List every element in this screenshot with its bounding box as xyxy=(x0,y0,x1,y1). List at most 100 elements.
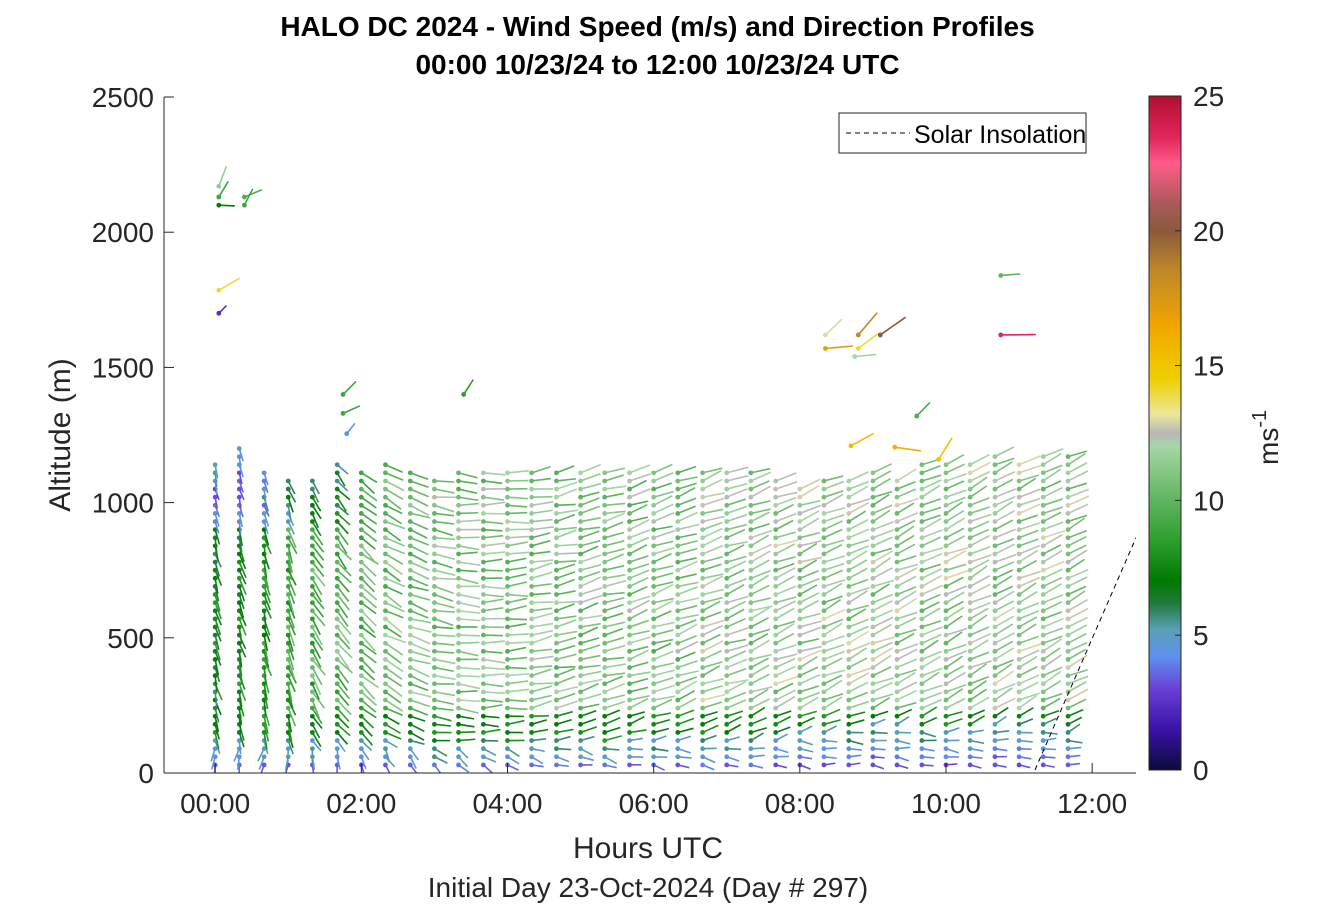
wind-barb xyxy=(554,692,576,703)
barb-dot xyxy=(992,697,998,703)
wind-barb xyxy=(529,648,553,654)
wind-barb xyxy=(773,657,796,670)
barb-dot xyxy=(334,624,340,630)
barb-dot xyxy=(870,502,876,508)
wind-barb xyxy=(821,490,844,500)
barb-shaft xyxy=(1067,535,1087,547)
barb-dot xyxy=(554,600,559,606)
barb-shaft xyxy=(531,562,553,571)
wind-barb xyxy=(700,693,726,703)
barb-shaft xyxy=(336,537,348,555)
wind-barb xyxy=(700,684,723,695)
barb-shaft xyxy=(385,723,401,734)
barb-dot xyxy=(943,697,949,703)
wind-barb xyxy=(821,475,844,484)
barb-dot xyxy=(578,640,583,646)
barb-dot xyxy=(992,648,998,654)
barb-shaft xyxy=(214,675,218,692)
barb-dot xyxy=(724,762,730,768)
barb-shaft xyxy=(823,520,843,531)
wind-barb xyxy=(894,519,916,533)
wind-barb xyxy=(480,704,503,711)
wind-barb xyxy=(358,559,377,577)
wind-barb xyxy=(846,657,868,670)
barb-shaft xyxy=(434,715,452,722)
barb-shaft xyxy=(580,654,601,661)
wind-barb xyxy=(748,653,772,662)
barb-dot xyxy=(675,762,681,768)
barb-shaft xyxy=(854,353,877,358)
wind-barb xyxy=(212,616,222,636)
barb-dot xyxy=(505,673,510,679)
barb-shaft xyxy=(604,675,623,685)
wind-barb xyxy=(432,494,457,500)
wind-barb xyxy=(967,639,989,654)
wind-barb xyxy=(578,726,598,735)
barb-dot xyxy=(480,681,486,687)
wind-barb xyxy=(212,511,220,527)
barb-dot xyxy=(480,665,486,670)
barb-dot xyxy=(992,486,998,492)
barb-shaft xyxy=(945,463,965,474)
barb-dot xyxy=(358,543,364,549)
barb-shaft xyxy=(214,569,223,586)
barb-shaft xyxy=(507,699,528,703)
barb-dot xyxy=(554,551,559,557)
wind-barb xyxy=(432,754,448,764)
barb-shaft xyxy=(409,707,429,716)
barb-shaft xyxy=(434,577,457,581)
barb-dot xyxy=(529,470,535,476)
barb-shaft xyxy=(677,557,697,563)
barb-dot xyxy=(724,478,730,484)
barb-dot xyxy=(967,527,973,533)
wind-barb xyxy=(797,556,823,565)
barb-dot xyxy=(480,624,486,630)
barb-shaft xyxy=(1067,470,1089,482)
barb-shaft xyxy=(702,665,721,677)
barb-dot xyxy=(700,640,706,646)
barb-dot xyxy=(992,705,998,711)
barb-shaft xyxy=(872,677,894,685)
wind-barb xyxy=(1016,602,1040,614)
wind-barb xyxy=(943,664,965,679)
barb-dot xyxy=(992,535,998,541)
barb-dot xyxy=(821,478,827,484)
wind-barb xyxy=(480,542,506,549)
barb-shaft xyxy=(629,518,650,531)
wind-barb xyxy=(700,762,715,771)
barb-shaft xyxy=(458,650,479,657)
barb-dot xyxy=(407,608,413,614)
barb-dot xyxy=(578,470,583,476)
wind-barb xyxy=(821,555,845,565)
wind-barb xyxy=(797,612,821,622)
barb-dot xyxy=(724,705,730,711)
barb-dot xyxy=(651,543,657,549)
barb-shaft xyxy=(1042,480,1062,490)
barb-shaft xyxy=(360,642,377,655)
barb-shaft xyxy=(507,511,528,515)
wind-barb xyxy=(480,616,506,622)
barb-dot xyxy=(334,470,340,476)
barb-shaft xyxy=(556,728,574,734)
barb-dot xyxy=(748,624,754,630)
wind-barb xyxy=(480,746,497,756)
wind-barb xyxy=(602,531,625,541)
barb-dot xyxy=(456,470,461,476)
barb-shaft xyxy=(1018,616,1038,628)
barb-shaft xyxy=(458,634,481,637)
barb-shaft xyxy=(653,525,673,531)
wind-barb xyxy=(627,504,648,516)
barb-shaft xyxy=(726,466,749,474)
barb-shaft xyxy=(750,698,771,709)
barb-dot xyxy=(578,575,583,581)
barb-dot xyxy=(432,754,437,760)
barb-dot xyxy=(773,519,779,524)
barb-shaft xyxy=(775,657,796,669)
barb-dot xyxy=(456,592,461,597)
barb-dot xyxy=(870,673,876,679)
barb-shaft xyxy=(580,703,600,709)
wind-barb xyxy=(334,689,350,707)
barb-dot xyxy=(748,746,754,752)
barb-dot xyxy=(480,559,486,565)
wind-barb xyxy=(236,624,243,644)
